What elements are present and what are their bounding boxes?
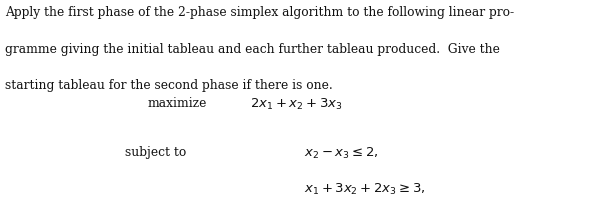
Text: subject to: subject to bbox=[125, 146, 187, 158]
Text: $2x_1 + x_2 + 3x_3$: $2x_1 + x_2 + 3x_3$ bbox=[250, 97, 343, 112]
Text: gramme giving the initial tableau and each further tableau produced.  Give the: gramme giving the initial tableau and ea… bbox=[5, 43, 500, 56]
Text: starting tableau for the second phase if there is one.: starting tableau for the second phase if… bbox=[5, 79, 332, 92]
Text: $x_2 - x_3 \leq 2,$: $x_2 - x_3 \leq 2,$ bbox=[304, 146, 379, 161]
Text: Apply the first phase of the 2-phase simplex algorithm to the following linear p: Apply the first phase of the 2-phase sim… bbox=[5, 6, 514, 19]
Text: maximize: maximize bbox=[147, 97, 207, 110]
Text: $x_1 + 3x_2 + 2x_3 \geq 3,$: $x_1 + 3x_2 + 2x_3 \geq 3,$ bbox=[304, 182, 426, 197]
